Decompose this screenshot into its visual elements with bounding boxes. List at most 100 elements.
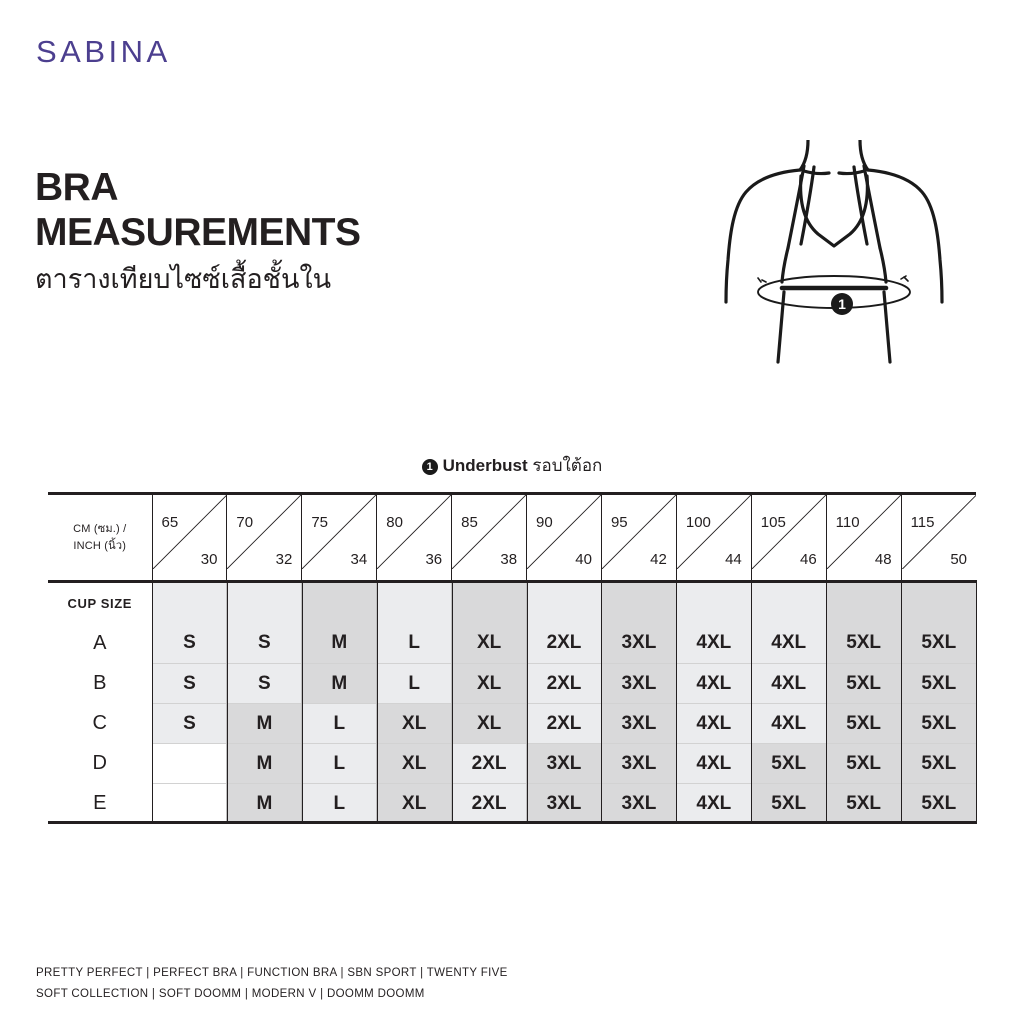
header-inch-value: 32	[275, 551, 293, 568]
table-column-divider	[302, 580, 303, 824]
table-row: A S S M L XL 2XL 3XL 4XL 4XL 5XL 5XL	[48, 623, 976, 664]
table-column-divider	[452, 580, 453, 824]
size-cell: XL	[376, 743, 452, 784]
cup-size-header-spacer-cell	[825, 581, 902, 624]
size-cell: 5XL	[900, 743, 976, 784]
size-cell: 5XL	[900, 663, 976, 704]
cup-size-row-label: D	[48, 743, 153, 784]
header-cm-value: 75	[311, 514, 329, 531]
size-table-body: CM (ซม.) / INCH (นิ้ว) 65 30 70 32 75 34 80 36 85 3…	[48, 492, 976, 824]
cup-size-header-spacer-cell	[301, 581, 377, 624]
size-cell: 2XL	[526, 623, 602, 664]
size-header-cell: 105 46	[750, 492, 827, 583]
size-cell: 5XL	[825, 703, 902, 744]
size-cell: 4XL	[750, 623, 827, 664]
size-header-cell: 85 38	[451, 492, 527, 583]
size-cell: M	[226, 783, 302, 824]
size-cell: M	[226, 743, 302, 784]
table-row: E M L XL 2XL 3XL 3XL 4XL 5XL 5XL 5XL	[48, 783, 976, 824]
caption-english: Underbust	[442, 456, 528, 475]
size-cell: 5XL	[900, 623, 976, 664]
size-cell: L	[301, 743, 377, 784]
size-cell: S	[151, 623, 227, 664]
size-cell: 5XL	[750, 783, 827, 824]
cup-size-header-spacer-cell	[226, 581, 302, 624]
table-column-divider	[976, 580, 977, 824]
size-header-cell: 90 40	[526, 492, 602, 583]
size-cell: 3XL	[600, 663, 677, 704]
size-cell: 3XL	[526, 783, 602, 824]
size-cell: 4XL	[750, 663, 827, 704]
size-header-cell: 75 34	[301, 492, 377, 583]
size-cell: L	[301, 703, 377, 744]
cup-size-header-spacer-cell	[526, 581, 602, 624]
table-column-divider	[227, 580, 228, 824]
size-cell: 4XL	[675, 703, 752, 744]
brand-logo: SABINA	[36, 34, 171, 69]
size-cell: XL	[451, 663, 527, 704]
size-cell: 4XL	[675, 623, 752, 664]
table-bottom-rule	[48, 821, 976, 824]
size-cell: XL	[451, 703, 527, 744]
unit-label-cell: CM (ซม.) / INCH (นิ้ว)	[48, 492, 153, 583]
size-header-cell: 115 50	[900, 492, 976, 583]
table-column-divider	[676, 580, 677, 824]
header-cm-value: 70	[236, 514, 254, 531]
header-inch-value: 38	[500, 551, 518, 568]
size-cell: L	[301, 783, 377, 824]
size-cell: L	[376, 663, 452, 704]
size-cell: 3XL	[526, 743, 602, 784]
size-cell: 3XL	[600, 783, 677, 824]
header-inch-value: 36	[425, 551, 443, 568]
size-header-cell: 80 36	[376, 492, 452, 583]
size-cell	[151, 743, 227, 784]
size-cell: L	[376, 623, 452, 664]
page-title-block: BRA MEASUREMENTS ตารางเทียบไซซ์เสื้อชั้น…	[35, 165, 495, 296]
header-cm-value: 100	[685, 514, 711, 531]
footer-line-1: PRETTY PERFECT | PERFECT BRA | FUNCTION …	[36, 967, 508, 979]
cup-size-header-row: CUP SIZE	[48, 581, 976, 624]
size-cell	[151, 783, 227, 824]
size-cell: 5XL	[825, 783, 902, 824]
header-inch-value: 46	[799, 551, 817, 568]
size-cell: S	[226, 663, 302, 704]
cup-size-row-label: E	[48, 783, 153, 824]
cup-size-header-spacer-cell	[900, 581, 976, 624]
table-header-row: CM (ซม.) / INCH (นิ้ว) 65 30 70 32 75 34 80 36 85 3…	[48, 492, 976, 583]
cup-size-header-spacer-cell	[451, 581, 527, 624]
size-cell: 5XL	[900, 783, 976, 824]
size-chart: CM (ซม.) / INCH (นิ้ว) 65 30 70 32 75 34 80 36 85 3…	[48, 492, 977, 824]
size-cell: 3XL	[600, 743, 677, 784]
size-cell: XL	[376, 703, 452, 744]
header-cm-value: 85	[461, 514, 478, 531]
header-inch-value: 30	[200, 551, 218, 568]
header-cm-value: 110	[835, 514, 860, 531]
unit-label-inch: INCH (นิ้ว)	[73, 539, 127, 552]
size-cell: S	[151, 703, 227, 744]
header-inch-value: 34	[350, 551, 368, 568]
unit-label-cm: CM (ซม.) /	[73, 522, 127, 535]
size-cell: S	[151, 663, 227, 704]
cup-size-header-spacer-cell	[151, 581, 227, 624]
size-cell: M	[301, 623, 377, 664]
size-cell: 4XL	[675, 743, 752, 784]
table-column-divider	[527, 580, 528, 824]
size-cell: 4XL	[675, 783, 752, 824]
size-cell: 5XL	[750, 743, 827, 784]
table-column-divider	[152, 580, 153, 824]
size-header-cell: 110 48	[825, 492, 902, 583]
header-cm-value: 105	[760, 514, 786, 531]
cup-size-header-spacer-cell	[376, 581, 452, 624]
cup-size-header-spacer-cell	[750, 581, 827, 624]
brand-family-footer: PRETTY PERFECT | PERFECT BRA | FUNCTION …	[36, 963, 508, 1005]
size-cell: M	[301, 663, 377, 704]
size-header-cell: 95 42	[600, 492, 677, 583]
size-header-cell: 65 30	[151, 492, 227, 583]
header-inch-value: 50	[950, 551, 967, 568]
size-cell: 4XL	[675, 663, 752, 704]
size-cell: 5XL	[825, 663, 902, 704]
table-column-divider	[826, 580, 827, 824]
size-cell: M	[226, 703, 302, 744]
header-inch-value: 48	[874, 551, 892, 568]
cup-size-header-spacer-cell	[600, 581, 677, 624]
